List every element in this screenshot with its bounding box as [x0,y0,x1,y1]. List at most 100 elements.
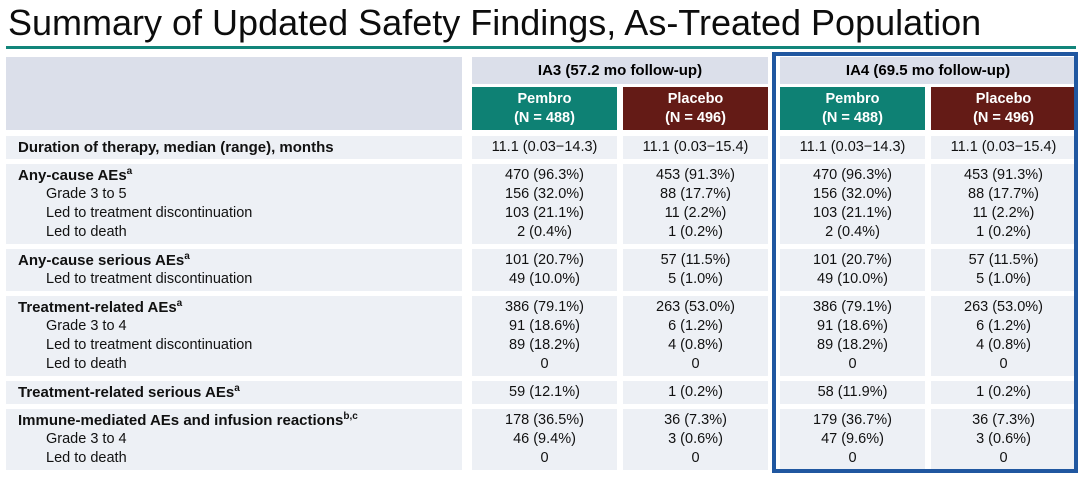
data-value: 11.1 (0.03−14.3) [491,139,598,155]
data-cell-ia4-placebo: 453 (91.3%) 88 (17.7%) 11 (2.2%) 1 (0.2%… [931,164,1076,244]
data-cell-ia3-placebo: 453 (91.3%) 88 (17.7%) 11 (2.2%) 1 (0.2%… [623,164,768,244]
data-cell-ia4-placebo: 57 (11.5%) 5 (1.0%) [931,249,1076,291]
ia4-placebo-header: Placebo (N = 496) [931,87,1076,130]
data-value: 91 (18.6%) [509,318,580,334]
row-sublabel: Led to treatment discontinuation [46,337,253,353]
data-cell-ia4-pembro: 58 (11.9%) [780,381,925,404]
data-value: 2 (0.4%) [825,224,880,240]
arm-name: Pembro [517,90,572,107]
data-cell-ia4-placebo: 36 (7.3%) 3 (0.6%) 0 [931,409,1076,470]
row-group-immune-mediated-aes: Immune-mediated AEs and infusion reactio… [6,409,1080,470]
data-cell-ia4-pembro: 470 (96.3%) 156 (32.0%) 103 (21.1%) 2 (0… [780,164,925,244]
data-cell-ia3-pembro: 101 (20.7%) 49 (10.0%) [472,249,617,291]
row-label: Any-cause AEsa [18,166,133,185]
row-group-any-cause-serious-aes: Any-cause serious AEsa Led to treatment … [6,249,1080,291]
data-cell-ia3-pembro: 386 (79.1%) 91 (18.6%) 89 (18.2%) 0 [472,296,617,376]
data-value: 453 (91.3%) [656,167,735,183]
safety-table: IA3 (57.2 mo follow-up) Pembro (N = 488)… [0,57,1080,470]
arm-n: (N = 488) [514,109,575,126]
data-value: 1 (0.2%) [668,224,723,240]
footnote-marker: a [184,251,190,262]
row-label-cell: Any-cause serious AEsa Led to treatment … [6,249,462,291]
ia4-pembro-header: Pembro (N = 488) [780,87,925,130]
data-value: 0 [540,450,549,466]
data-value: 57 (11.5%) [660,252,731,268]
row-label-cell: Treatment-related AEsa Grade 3 to 4 Led … [6,296,462,376]
data-value: 49 (10.0%) [509,271,580,287]
row-label: Treatment-related serious AEsa [18,383,240,402]
data-value: 59 (12.1%) [509,384,580,400]
data-value: 0 [848,356,857,372]
data-value: 453 (91.3%) [964,167,1043,183]
data-value: 6 (1.2%) [976,318,1031,334]
row-label-cell: Treatment-related serious AEsa [6,381,462,404]
ia3-placebo-header: Placebo (N = 496) [623,87,768,130]
data-value: 11 (2.2%) [664,205,727,221]
ia4-column-group: IA4 (69.5 mo follow-up) Pembro (N = 488)… [780,57,1076,130]
data-value: 156 (32.0%) [505,186,584,202]
data-value: 178 (36.5%) [505,412,584,428]
data-value: 5 (1.0%) [976,271,1031,287]
data-value: 4 (0.8%) [668,337,723,353]
row-label: Duration of therapy, median (range), mon… [18,139,334,156]
data-value: 103 (21.1%) [505,205,584,221]
data-cell-ia3-pembro: 178 (36.5%) 46 (9.4%) 0 [472,409,617,470]
footnote-marker: b,c [343,411,358,422]
data-value: 49 (10.0%) [817,271,888,287]
data-value: 386 (79.1%) [505,299,584,315]
data-cell-ia4-pembro: 179 (36.7%) 47 (9.6%) 0 [780,409,925,470]
row-label-cell: Duration of therapy, median (range), mon… [6,136,462,159]
data-cell-ia3-placebo: 263 (53.0%) 6 (1.2%) 4 (0.8%) 0 [623,296,768,376]
arm-n: (N = 496) [665,109,726,126]
footnote-marker: a [126,166,133,177]
data-value: 57 (11.5%) [968,252,1039,268]
data-value: 3 (0.6%) [668,431,723,447]
data-value: 103 (21.1%) [813,205,892,221]
row-sublabel: Grade 3 to 5 [46,186,127,202]
data-value: 1 (0.2%) [976,224,1031,240]
footnote-marker: a [176,298,183,309]
row-group-treatment-related-aes: Treatment-related AEsa Grade 3 to 4 Led … [6,296,1080,376]
data-value: 263 (53.0%) [656,299,735,315]
data-cell-ia3-pembro: 470 (96.3%) 156 (32.0%) 103 (21.1%) 2 (0… [472,164,617,244]
footnote-marker: a [234,383,240,394]
data-cell-ia3-placebo: 1 (0.2%) [623,381,768,404]
data-value: 6 (1.2%) [668,318,723,334]
row-label: Immune-mediated AEs and infusion reactio… [18,411,358,430]
data-value: 11 (2.2%) [972,205,1035,221]
data-value: 179 (36.7%) [813,412,892,428]
row-sublabel: Grade 3 to 4 [46,318,127,334]
row-label: Treatment-related AEsa [18,298,183,317]
arm-n: (N = 488) [822,109,883,126]
ia3-arm-headers: Pembro (N = 488) Placebo (N = 496) [472,87,768,130]
data-value: 11.1 (0.03−14.3) [799,139,906,155]
data-value: 2 (0.4%) [517,224,572,240]
data-value: 0 [691,450,700,466]
data-value: 89 (18.2%) [509,337,580,353]
data-value: 11.1 (0.03−15.4) [642,139,749,155]
data-value: 89 (18.2%) [817,337,888,353]
data-value: 101 (20.7%) [813,252,892,268]
arm-name: Placebo [975,90,1032,107]
row-sublabel: Grade 3 to 4 [46,431,127,447]
data-cell-ia4-pembro: 11.1 (0.03−14.3) [780,136,925,159]
data-value: 0 [999,450,1008,466]
slide-title: Summary of Updated Safety Findings, As-T… [6,0,1076,49]
ia3-group-header: IA3 (57.2 mo follow-up) [472,57,768,84]
data-value: 47 (9.6%) [821,431,884,447]
ia3-pembro-header: Pembro (N = 488) [472,87,617,130]
data-cell-ia3-pembro: 11.1 (0.03−14.3) [472,136,617,159]
ia3-column-group: IA3 (57.2 mo follow-up) Pembro (N = 488)… [472,57,768,130]
data-cell-ia3-placebo: 11.1 (0.03−15.4) [623,136,768,159]
row-sublabel: Led to death [46,356,127,372]
data-value: 11.1 (0.03−15.4) [950,139,1057,155]
data-cell-ia3-placebo: 57 (11.5%) 5 (1.0%) [623,249,768,291]
row-sublabel: Led to death [46,224,127,240]
arm-name: Placebo [667,90,724,107]
data-cell-ia4-pembro: 101 (20.7%) 49 (10.0%) [780,249,925,291]
data-value: 88 (17.7%) [968,186,1039,202]
row-group-duration: Duration of therapy, median (range), mon… [6,136,1080,159]
data-cell-ia3-placebo: 36 (7.3%) 3 (0.6%) 0 [623,409,768,470]
table-header: IA3 (57.2 mo follow-up) Pembro (N = 488)… [6,57,1080,130]
data-value: 36 (7.3%) [664,412,727,428]
